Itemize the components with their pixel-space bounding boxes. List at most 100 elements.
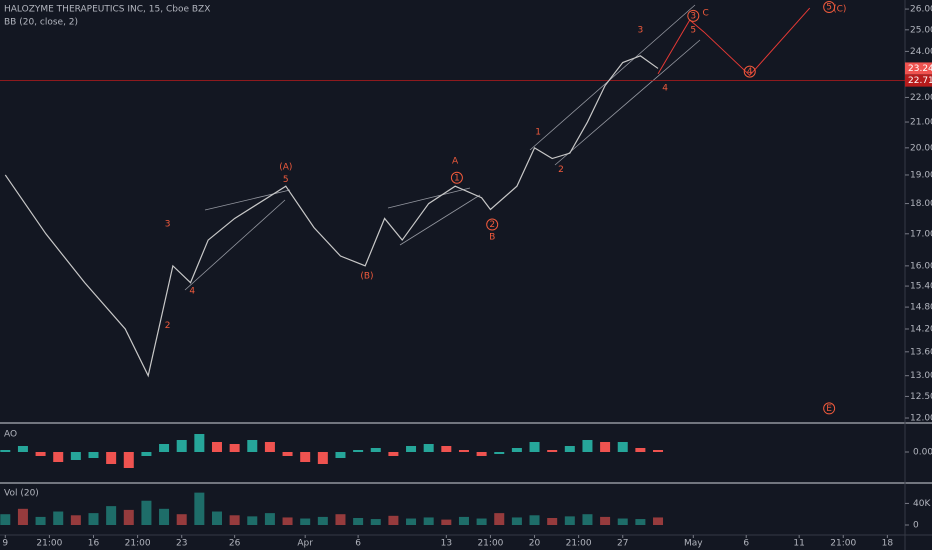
ao-title: AO: [4, 430, 17, 440]
vol-bar: [423, 517, 434, 525]
wave-label: 2: [558, 165, 564, 175]
vol-bar: [194, 492, 205, 525]
wave-label: 1: [535, 128, 541, 138]
ao-bar: [141, 452, 152, 456]
vol-bar: [282, 517, 293, 525]
vol-bar: [617, 518, 628, 525]
ao-bar: [529, 442, 540, 452]
ao-bar: [17, 446, 28, 452]
wave-label: E: [826, 404, 832, 414]
ao-bar: [176, 440, 187, 452]
y-tick-label: 14.80: [910, 303, 932, 313]
ao-bar: [35, 452, 46, 456]
trendlines: [184, 4, 701, 291]
vol-bar: [511, 517, 522, 525]
vol-bar: [388, 515, 399, 525]
annotation-circle: [486, 218, 499, 231]
ao-bar: [211, 442, 222, 452]
wave-label: (A): [279, 162, 292, 172]
ao-bar: [159, 444, 170, 452]
vol-bar: [653, 517, 664, 525]
y-tick-label: 40K: [913, 499, 931, 509]
ao-bar: [547, 450, 558, 452]
x-tick-label: 6: [743, 539, 749, 549]
vol-bar: [582, 514, 593, 525]
ao-bar: [282, 452, 293, 456]
vol-bar: [35, 516, 46, 525]
vol-bar: [123, 509, 134, 525]
annotation-circle: [687, 9, 700, 22]
ao-bar: [423, 444, 434, 452]
wave-label: (C): [833, 5, 846, 15]
y-tick-label: 22.00: [910, 93, 932, 103]
x-tick-label: 26: [229, 539, 241, 549]
y-tick-label: 15.40: [910, 282, 932, 292]
x-tick-label: 21:00: [125, 539, 151, 549]
ao-bar: [617, 442, 628, 452]
x-tick-label: 23: [176, 539, 187, 549]
wave-label: A: [452, 157, 459, 167]
wave-label: 5: [690, 25, 696, 35]
x-tick-label: 18: [882, 539, 894, 549]
vol-bar: [229, 515, 240, 525]
ao-bar: [511, 448, 522, 452]
vol-bar: [353, 517, 364, 525]
y-tick-label: 24.00: [910, 47, 932, 57]
ao-bar: [458, 450, 469, 452]
annotation-circle: [823, 1, 836, 14]
ao-bar: [88, 452, 99, 458]
vol-bar: [529, 515, 540, 525]
wave-label: 3: [165, 219, 171, 229]
wave-label: 3: [690, 11, 696, 21]
ao-bar: [229, 444, 240, 452]
vol-bar: [547, 517, 558, 525]
vol-bar: [476, 518, 487, 525]
vol-bar: [600, 516, 611, 525]
ao-bar: [247, 440, 258, 452]
vol-bar: [300, 518, 311, 525]
x-tick-label: 21:00: [477, 539, 503, 549]
vol-bar: [494, 513, 505, 525]
ao-bar: [70, 452, 81, 460]
x-tick-label: 16: [88, 539, 100, 549]
ao-bar: [635, 448, 646, 452]
y-tick-label: 26.00: [910, 5, 932, 15]
x-tick-label: Apr: [297, 539, 313, 549]
vol-bar: [564, 516, 575, 525]
ao-bar: [264, 442, 275, 452]
vol-bar: [211, 511, 222, 525]
x-tick-label: 21:00: [830, 539, 856, 549]
vol-bar: [406, 518, 417, 525]
vol-bar: [247, 516, 258, 525]
ao-bar: [564, 446, 575, 452]
wave-label: 3: [638, 26, 644, 36]
wave-label: 2: [489, 220, 495, 230]
wave-label: C: [703, 9, 709, 19]
annotation-circle: [743, 65, 756, 78]
symbol-title: HALOZYME THERAPEUTICS INC, 15, Cboe BZX: [4, 5, 210, 15]
wave-label: 1: [454, 173, 460, 183]
vol-bar: [159, 508, 170, 525]
ao-bar: [335, 452, 346, 458]
wave-label: 5: [826, 3, 832, 13]
vol-bar: [441, 519, 452, 525]
y-tick-label: 13.00: [910, 371, 932, 381]
wave-label: 4: [747, 67, 753, 77]
wave-label: B: [489, 232, 495, 242]
x-tick-label: May: [684, 539, 703, 549]
ao-bar: [388, 452, 399, 456]
indicator-label: BB (20, close, 2): [4, 18, 78, 28]
y-tick-label: 14.20: [910, 324, 932, 334]
ao-bar: [123, 452, 134, 468]
vol-bar: [0, 514, 11, 525]
vol-bar: [53, 511, 64, 525]
y-tick-label: 17.00: [910, 229, 932, 239]
ao-bar: [194, 434, 205, 452]
ao-bar: [106, 452, 117, 464]
vol-bar: [370, 519, 381, 525]
ao-bar: [582, 440, 593, 452]
y-tick-label: 20.00: [910, 143, 932, 153]
wave-label: 4: [189, 286, 195, 296]
x-tick-label: 9: [2, 539, 8, 549]
x-tick-label: 13: [441, 539, 452, 549]
